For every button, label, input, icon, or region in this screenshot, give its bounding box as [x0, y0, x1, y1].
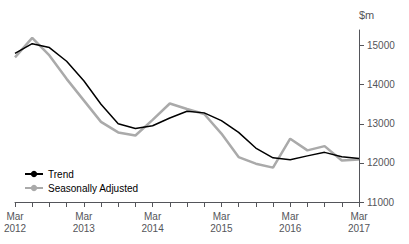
svg-text:11000: 11000 [367, 197, 395, 208]
svg-text:Mar: Mar [213, 211, 231, 222]
svg-text:15000: 15000 [367, 40, 395, 51]
svg-text:14000: 14000 [367, 79, 395, 90]
svg-text:Mar: Mar [282, 211, 300, 222]
svg-text:Mar: Mar [6, 211, 24, 222]
svg-text:Mar: Mar [75, 211, 93, 222]
svg-text:2016: 2016 [279, 223, 302, 234]
svg-text:2015: 2015 [210, 223, 233, 234]
svg-text:13000: 13000 [367, 118, 395, 129]
svg-text:Mar: Mar [144, 211, 162, 222]
svg-text:2017: 2017 [348, 223, 371, 234]
svg-text:Trend: Trend [48, 169, 74, 180]
svg-text:2014: 2014 [141, 223, 164, 234]
svg-text:2013: 2013 [73, 223, 96, 234]
svg-text:2012: 2012 [4, 223, 27, 234]
svg-text:Mar: Mar [350, 211, 368, 222]
svg-text:$m: $m [359, 9, 374, 21]
svg-text:12000: 12000 [367, 157, 395, 168]
svg-text:Seasonally Adjusted: Seasonally Adjusted [48, 183, 138, 194]
